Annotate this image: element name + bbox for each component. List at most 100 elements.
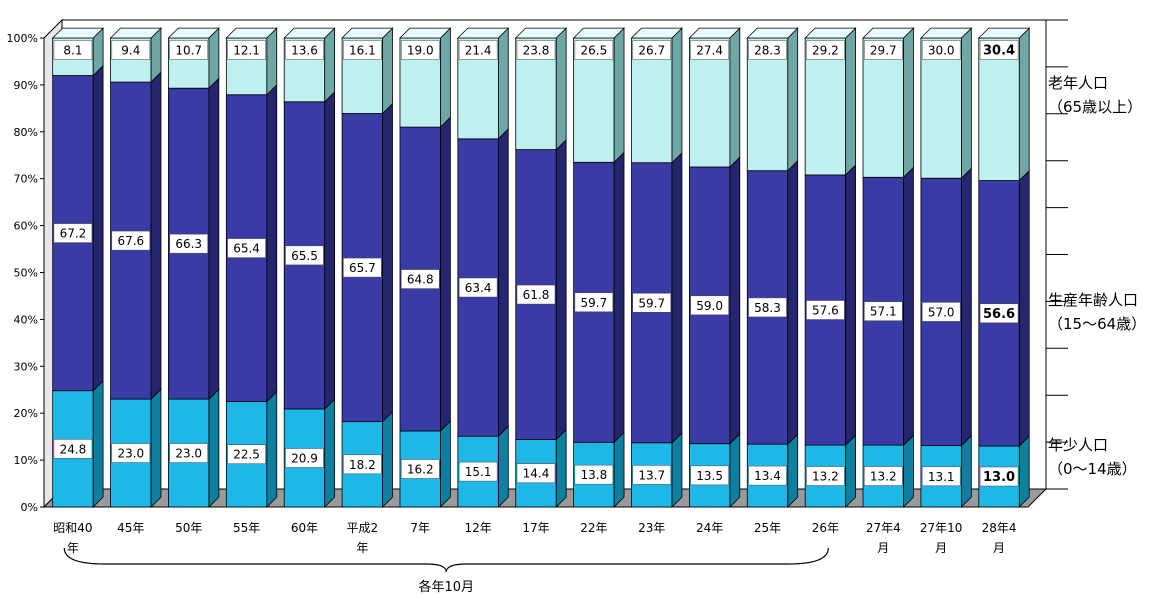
bar-side	[1018, 435, 1030, 508]
value-label: 65.7	[349, 261, 376, 275]
value-label: 13.2	[870, 470, 897, 484]
value-label-box	[864, 40, 903, 60]
value-label: 61.8	[523, 288, 550, 302]
bar-side	[324, 90, 336, 410]
bar-side	[961, 167, 972, 447]
bar-side	[497, 27, 509, 140]
bar-segment: 65.5	[283, 90, 336, 410]
bar-segment: 10.7	[167, 27, 220, 90]
bar-segment: 30.0	[919, 27, 973, 180]
value-label-box	[864, 301, 903, 321]
bar-side	[845, 164, 856, 447]
value-label: 14.4	[523, 467, 550, 481]
bar-side	[671, 27, 683, 164]
value-label-box	[921, 40, 961, 60]
value-label-box	[806, 40, 845, 60]
bar-side	[903, 166, 914, 447]
bar-top	[688, 27, 741, 39]
bar-side	[787, 159, 799, 446]
category-label: 22年	[580, 521, 607, 535]
bar-segment: 13.6	[283, 27, 336, 103]
bar-segment: 13.7	[631, 431, 683, 508]
value-label: 59.0	[696, 299, 723, 313]
bar-segment: 13.2	[862, 434, 914, 508]
value-label: 65.5	[291, 249, 318, 263]
bar-segment: 64.8	[399, 116, 451, 432]
value-label: 29.2	[812, 44, 839, 58]
y-tick-label: 90%	[14, 79, 38, 92]
value-label-box	[169, 443, 208, 463]
bar-front	[804, 37, 847, 176]
value-label: 18.2	[349, 458, 376, 472]
bar-side	[150, 388, 162, 508]
value-label-box	[979, 303, 1019, 324]
value-label-box	[458, 40, 498, 60]
bar-top	[456, 27, 510, 39]
bar-side	[497, 127, 509, 438]
category-label: 17年	[522, 521, 549, 535]
bar-top	[630, 27, 683, 39]
bar-side	[845, 434, 856, 508]
bar-side	[208, 27, 220, 90]
bar-side	[382, 27, 393, 115]
bar-segment: 30.4	[977, 27, 1031, 182]
category-label: 25年	[754, 521, 781, 535]
bar-front	[978, 37, 1020, 181]
category-label: 23年	[638, 521, 665, 535]
value-label: 13.7	[638, 468, 665, 482]
value-label: 24.8	[60, 442, 87, 456]
value-label-box	[285, 245, 324, 266]
bar-top	[109, 27, 162, 39]
y-tick-label: 20%	[14, 407, 38, 420]
bar-top	[167, 27, 220, 39]
value-label: 21.4	[465, 44, 492, 58]
y-tick-label: 30%	[14, 360, 38, 373]
bar-segment: 59.7	[573, 151, 625, 444]
value-label: 13.5	[696, 469, 723, 483]
value-label: 23.0	[117, 447, 144, 461]
value-label-box	[748, 40, 787, 60]
value-label-box	[400, 269, 440, 289]
value-label: 12.1	[233, 44, 260, 58]
bar-segment: 58.3	[746, 159, 799, 446]
bar-segment: 59.0	[688, 156, 741, 445]
value-label: 58.3	[754, 301, 781, 315]
bar-side	[440, 116, 451, 432]
bar-side	[613, 431, 625, 508]
category-label: 28年4	[982, 521, 1017, 535]
bar-segment: 61.8	[515, 138, 567, 441]
bar-side	[555, 138, 567, 441]
value-label-box	[748, 465, 787, 486]
value-label-box	[458, 461, 498, 482]
bar-segment: 13.8	[573, 431, 625, 508]
bar-top	[51, 27, 105, 39]
y-tick-label: 100%	[7, 32, 38, 45]
value-label-box	[979, 466, 1019, 487]
value-label: 13.8	[581, 468, 608, 482]
bar-segment: 67.2	[52, 64, 104, 392]
bar-segment: 9.4	[109, 27, 162, 84]
bar-side	[382, 410, 393, 508]
value-label-box	[53, 439, 93, 459]
category-label: 27年4	[866, 521, 901, 535]
bar-side	[613, 151, 625, 444]
category-label: 55年	[233, 521, 260, 535]
category-label: 26年	[812, 521, 839, 535]
bar-top	[341, 27, 394, 39]
bar-segment: 13.1	[920, 434, 972, 508]
bar-top	[919, 27, 973, 39]
value-label-box	[690, 40, 729, 60]
bar-top	[977, 27, 1031, 39]
value-label: 27.4	[696, 44, 723, 58]
value-label-box	[574, 464, 614, 485]
bar-top	[399, 27, 452, 39]
bar-segment: 12.1	[225, 27, 278, 96]
value-label: 57.6	[812, 304, 839, 318]
value-label: 56.6	[983, 307, 1015, 322]
bar-segment: 29.2	[804, 27, 857, 176]
brace-label: 各年10月	[419, 579, 475, 595]
value-label: 13.2	[812, 470, 839, 484]
value-label: 67.6	[117, 234, 144, 248]
legend-label: （15～64歳）	[1048, 315, 1146, 333]
bar-side	[266, 27, 278, 96]
